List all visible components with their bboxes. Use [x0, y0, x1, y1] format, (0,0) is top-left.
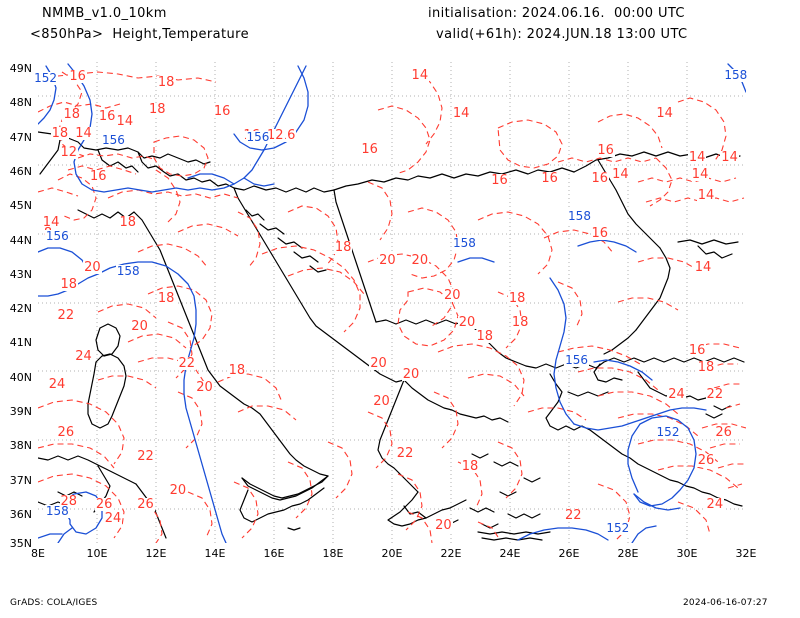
x-axis-label-22E: 22E [440, 547, 462, 560]
x-axis-label-8E: 8E [31, 547, 45, 560]
y-axis-label-37N: 37N [9, 474, 32, 487]
x-axis-label-18E: 18E [322, 547, 344, 560]
y-axis-label-38N: 38N [9, 439, 32, 452]
y-axis-label-35N: 35N [9, 537, 32, 550]
x-axis-label-26E: 26E [558, 547, 580, 560]
y-axis-label-46N: 46N [9, 165, 32, 178]
y-axis-label-36N: 36N [9, 508, 32, 521]
x-axis-label-28E: 28E [617, 547, 639, 560]
y-axis-label-40N: 40N [9, 371, 32, 384]
header-model-title: NMMB_v1.0_10km [42, 6, 167, 21]
y-axis-label-45N: 45N [9, 199, 32, 212]
header-level-field: <850hPa> Height,Temperature [30, 27, 249, 42]
coastlines-and-borders [38, 131, 745, 541]
x-axis-label-16E: 16E [263, 547, 285, 560]
x-axis-label-14E: 14E [204, 547, 226, 560]
header-valid-time: valid(+61h): 2024.JUN.18 13:00 UTC [436, 27, 688, 42]
footer-credit: GrADS: COLA/IGES [10, 598, 98, 608]
x-axis-label-10E: 10E [86, 547, 108, 560]
y-axis-label-41N: 41N [9, 336, 32, 349]
x-axis-label-12E: 12E [145, 547, 167, 560]
map-plot-area [38, 62, 746, 543]
y-axis-label-49N: 49N [9, 62, 32, 75]
y-axis-label-48N: 48N [9, 96, 32, 109]
x-axis-label-30E: 30E [676, 547, 698, 560]
x-axis-label-20E: 20E [381, 547, 403, 560]
y-axis-label-42N: 42N [9, 302, 32, 315]
y-axis-label-39N: 39N [9, 405, 32, 418]
header-initialisation-time: initialisation: 2024.06.16. 00:00 UTC [428, 6, 685, 21]
contour-map-svg [38, 62, 746, 543]
x-axis-label-24E: 24E [499, 547, 521, 560]
y-axis-label-43N: 43N [9, 268, 32, 281]
y-axis-label-44N: 44N [9, 234, 32, 247]
footer-timestamp: 2024-06-16-07:27 [683, 598, 768, 608]
y-axis-label-47N: 47N [9, 131, 32, 144]
x-axis-label-32E: 32E [735, 547, 757, 560]
